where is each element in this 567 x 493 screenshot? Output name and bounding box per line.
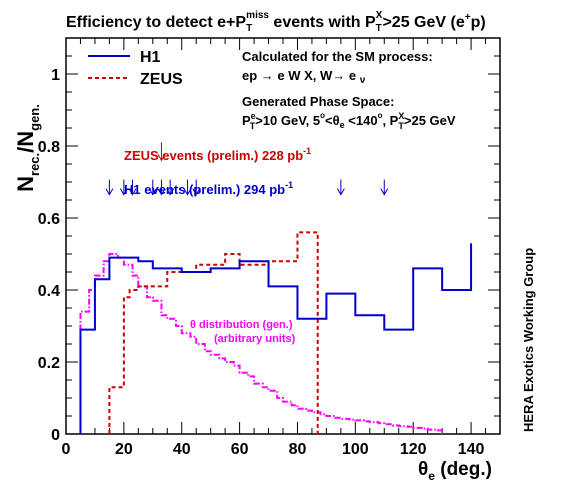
x-tick-label: 120	[400, 441, 427, 458]
h1-event-arrow-head	[128, 188, 137, 196]
annotation-calc2: ep → e W X, W→ e ν	[242, 68, 366, 86]
theta-dist-label-2: (arbitrary units)	[214, 333, 296, 345]
h1-event-arrow-head	[119, 188, 128, 196]
side-label: HERA Exotics Working Group	[521, 248, 536, 432]
event-arrows	[105, 142, 389, 196]
x-tick-label: 80	[289, 441, 307, 458]
x-tick-label: 20	[115, 441, 133, 458]
ticks: 0 20 40 60 80 100 120 140 0 0.2 0.4 0.6 0.8 1	[38, 38, 500, 458]
y-tick-label: 0	[51, 427, 60, 444]
x-tick-label: 40	[173, 441, 191, 458]
x-tick-label: 140	[458, 441, 485, 458]
legend: H1 ZEUS	[88, 49, 183, 88]
y-tick-label: 0.6	[38, 211, 60, 228]
x-tick-label: 0	[62, 441, 71, 458]
series-zeus	[108, 231, 319, 434]
series-h1	[79, 243, 473, 434]
y-tick-label: 1	[51, 67, 60, 84]
annotation-gen1: Generated Phase Space:	[242, 94, 394, 109]
y-axis-label: Nrec./Ngen.	[13, 104, 42, 192]
h1-event-arrow-head	[336, 188, 345, 196]
h1-event-arrow-head	[148, 188, 157, 196]
y-tick-label: 0.8	[38, 139, 60, 156]
x-tick-label: 100	[342, 441, 369, 458]
h1-event-arrow-head	[380, 188, 389, 196]
x-axis-label: θe (deg.)	[418, 459, 492, 483]
h1-event-arrow-head	[183, 188, 192, 196]
h1-events-label: H1 events (prelim.) 294 pb-1	[124, 180, 293, 197]
x-tick-label: 60	[231, 441, 249, 458]
h1-event-arrow-head	[192, 188, 201, 196]
h1-event-arrow-head	[166, 188, 175, 196]
y-tick-label: 0.4	[38, 283, 60, 300]
process-annotation: Calculated for the SM process: ep → e W …	[242, 49, 456, 131]
h1-event-arrow-head	[105, 188, 114, 196]
zeus-event-arrow-head	[157, 154, 166, 162]
chart-title: Efficiency to detect e+PTmiss events wit…	[66, 10, 486, 34]
zeus-events-label: ZEUS events (prelim.) 228 pb-1	[124, 146, 311, 163]
series-group	[79, 231, 473, 434]
theta-dist-label-1: θ distribution (gen.)	[190, 319, 293, 331]
legend-label-zeus: ZEUS	[140, 71, 183, 88]
series-theta-dist	[79, 253, 444, 434]
h1-event-arrow-head	[157, 188, 166, 196]
legend-label-h1: H1	[140, 49, 161, 66]
annotation-calc1: Calculated for the SM process:	[242, 49, 433, 64]
y-tick-label: 0.2	[38, 355, 60, 372]
annotation-gen2: Pe T>10 GeV, 5o<θe <140o, PX T>25 GeV	[242, 111, 456, 131]
